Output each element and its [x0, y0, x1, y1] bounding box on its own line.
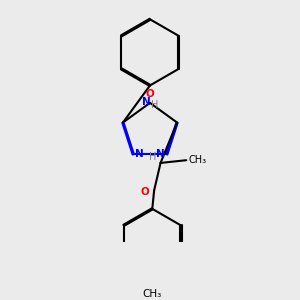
Text: CH₃: CH₃ [143, 289, 162, 299]
Text: O: O [141, 187, 149, 197]
Text: N: N [136, 149, 144, 159]
Text: CH₃: CH₃ [188, 155, 207, 165]
Text: N: N [156, 149, 164, 159]
Text: O: O [146, 89, 154, 99]
Text: N: N [142, 97, 151, 107]
Text: H: H [151, 100, 158, 110]
Text: H: H [148, 152, 156, 162]
